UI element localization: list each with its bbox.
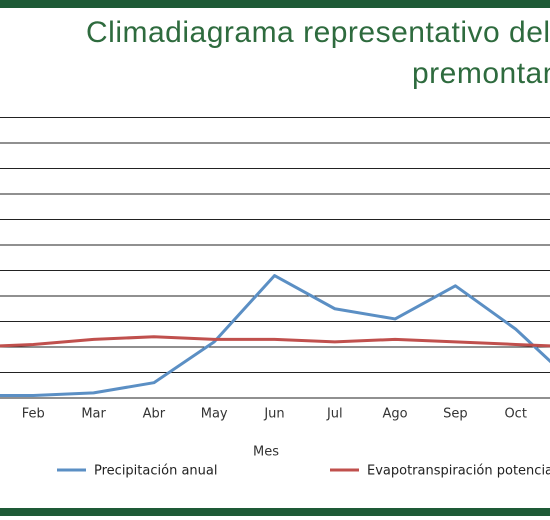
- series-line: [0, 274, 550, 397]
- x-tick-label: Sep: [443, 407, 468, 422]
- legend-label: Evapotranspiración potencial: [367, 464, 550, 479]
- x-tick-label: Abr: [143, 407, 166, 422]
- legend-label: Precipitación anual: [94, 464, 217, 479]
- x-tick-label: May: [201, 407, 228, 422]
- x-tick-label: Jun: [263, 407, 284, 422]
- x-tick-label: Ago: [383, 407, 408, 422]
- x-axis-label: Mes: [253, 445, 279, 460]
- chart-subtitle: premontanc: [412, 57, 550, 90]
- x-tick-label: Mar: [81, 407, 106, 422]
- series-line: [0, 335, 550, 348]
- top-border: [0, 0, 550, 8]
- x-tick-label: Feb: [22, 407, 45, 422]
- x-tick-label: Jul: [326, 407, 343, 422]
- chart-title: Climadiagrama representativo del bos: [86, 16, 550, 49]
- bottom-border: [0, 508, 550, 516]
- x-tick-label: Oct: [504, 407, 526, 422]
